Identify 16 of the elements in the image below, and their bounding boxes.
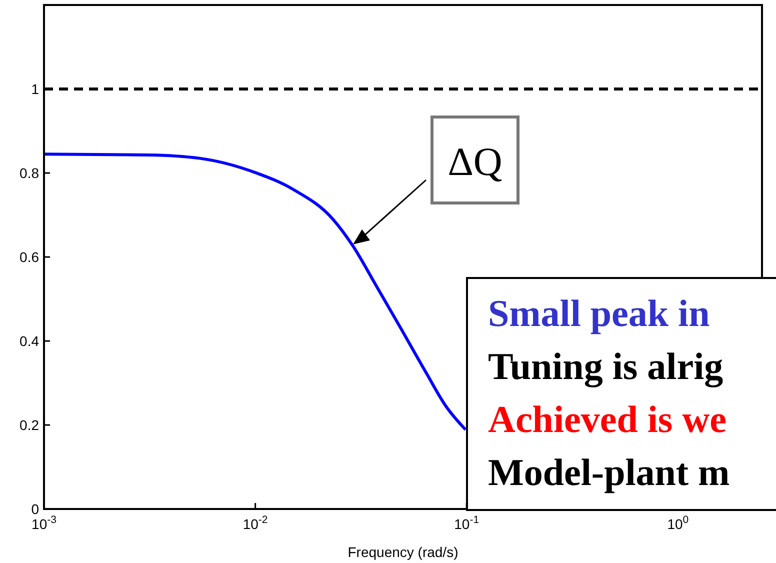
y-tick-label: 0	[31, 500, 40, 517]
y-tick-label: 0.6	[20, 248, 40, 265]
annotation: Model-plant m	[488, 452, 730, 494]
x-axis-title: Frequency (rad/s)	[348, 544, 458, 560]
annotation: ΔQ	[448, 139, 502, 184]
annotation: Tuning is alrig	[488, 346, 724, 388]
x-tick-label: 10$^{-2}$	[242, 514, 268, 532]
x-tick-label: 10$^{-1}$	[454, 514, 480, 532]
annotation: Achieved is we	[488, 399, 727, 441]
x-tick-label: 10$^{0}$	[667, 514, 689, 532]
y-tick-label: 1	[31, 80, 40, 97]
y-tick-label: 0.4	[20, 332, 40, 349]
y-tick-label: 0.8	[20, 164, 40, 181]
y-tick-label: 0.2	[20, 416, 40, 433]
annotation: Small peak in	[488, 293, 710, 335]
x-tick-label: 10$^{-3}$	[32, 514, 57, 532]
